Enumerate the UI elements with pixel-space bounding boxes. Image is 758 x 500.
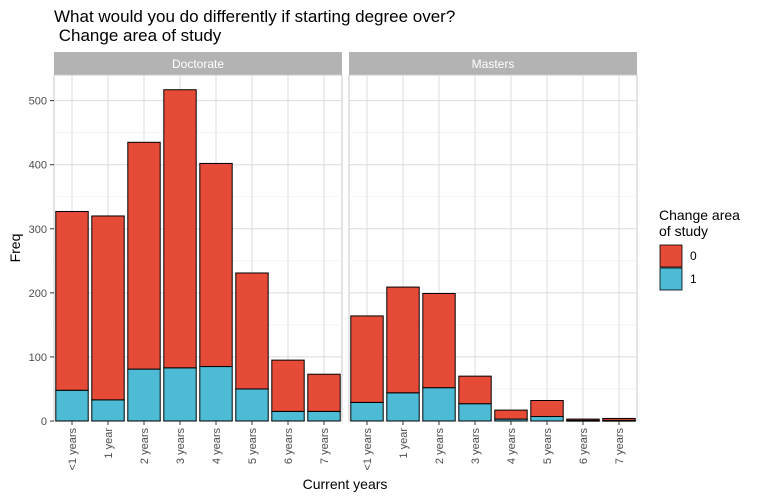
- bar-masters-1-series-1: [386, 392, 420, 422]
- legend-label-0: 0: [690, 249, 697, 263]
- x-tick-label: 1 year: [103, 428, 115, 459]
- bar-doctorate-0-series-1: [55, 389, 89, 422]
- y-tick-label: 400: [29, 160, 47, 172]
- x-tick-label: <1 years: [67, 428, 79, 471]
- bar-masters-7-series-0: [602, 417, 636, 421]
- legend-key-0: [659, 244, 683, 268]
- legend-key-1: [659, 267, 683, 291]
- x-tick-label: 4 years: [211, 428, 223, 465]
- x-ticks-masters: <1 years 1 year 2 years 3 years 4 years 5 yea…: [362, 421, 626, 471]
- x-tick-label: 4 years: [506, 428, 518, 465]
- bar-masters-3-series-0: [458, 375, 492, 405]
- bar-doctorate-7-series-1: [307, 410, 341, 422]
- bar-masters-4-series-0: [494, 409, 528, 420]
- x-tick-label: 7 years: [614, 428, 626, 465]
- y-tick-label: 300: [29, 224, 47, 236]
- y-tick-label: 200: [29, 288, 47, 300]
- bar-doctorate-4-series-0: [199, 162, 233, 368]
- bar-doctorate-5-series-1: [235, 388, 269, 422]
- x-tick-label: 1 year: [398, 428, 410, 459]
- legend-title-line1: Change area: [659, 207, 740, 223]
- bar-doctorate-5-series-0: [235, 272, 269, 390]
- bar-masters-6-series-0: [566, 418, 600, 421]
- x-tick-label: 2 years: [139, 428, 151, 465]
- x-axis-title: Current years: [303, 476, 388, 492]
- bar-doctorate-6-series-1: [271, 410, 305, 422]
- chart-title-line2: Change area of study: [54, 26, 222, 45]
- legend: Change area of study 0 1: [659, 207, 740, 291]
- strip-masters: [349, 52, 637, 75]
- x-tick-label: 6 years: [578, 428, 590, 465]
- x-tick-label: 2 years: [434, 428, 446, 465]
- strip-label-masters: Masters: [472, 57, 515, 71]
- bar-doctorate-2-series-1: [127, 368, 161, 422]
- x-tick-label: 6 years: [283, 428, 295, 465]
- bar-masters-1-series-0: [386, 286, 420, 394]
- legend-title-line2: of study: [659, 223, 708, 239]
- bar-doctorate-6-series-0: [271, 359, 305, 412]
- strip-doctorate: [54, 52, 342, 75]
- x-tick-label: 5 years: [542, 428, 554, 465]
- bars-doctorate: [55, 89, 341, 422]
- bar-doctorate-1-series-1: [91, 399, 125, 422]
- y-tick-label: 500: [29, 96, 47, 108]
- bar-masters-3-series-1: [458, 403, 492, 422]
- bar-masters-2-series-0: [422, 292, 456, 389]
- y-tick-label: 100: [29, 352, 47, 364]
- bar-doctorate-2-series-0: [127, 141, 161, 370]
- chart-title-line1: What would you do differently if startin…: [54, 7, 455, 26]
- panel-masters: Masters <1 years 1 year 2 years 3 years 4 ye…: [348, 52, 638, 471]
- bar-masters-5-series-1: [530, 416, 564, 422]
- panel-doctorate: Doctorate <1 years 1 year 2 years 3 years 4 …: [53, 52, 343, 471]
- x-ticks-doctorate: <1 years 1 year 2 years 3 years 4 years 5 yea…: [67, 421, 331, 471]
- bar-masters-0-series-1: [350, 401, 384, 422]
- y-ticks: 0 100 200 300 400 500: [29, 96, 54, 428]
- bar-masters-2-series-1: [422, 387, 456, 422]
- x-tick-label: 7 years: [319, 428, 331, 465]
- legend-label-1: 1: [690, 272, 697, 286]
- bar-doctorate-4-series-1: [199, 366, 233, 422]
- bar-doctorate-0-series-0: [55, 210, 89, 391]
- strip-label-doctorate: Doctorate: [172, 57, 224, 71]
- bar-masters-0-series-0: [350, 315, 384, 403]
- x-tick-label: 5 years: [247, 428, 259, 465]
- bar-masters-5-series-0: [530, 399, 564, 418]
- x-tick-label: <1 years: [362, 428, 374, 471]
- bar-doctorate-3-series-0: [163, 89, 197, 369]
- x-tick-label: 3 years: [175, 428, 187, 465]
- bar-doctorate-1-series-0: [91, 215, 125, 401]
- bar-doctorate-3-series-1: [163, 367, 197, 422]
- bar-doctorate-7-series-0: [307, 373, 341, 412]
- y-tick-label: 0: [41, 416, 47, 428]
- y-axis-title: Freq: [7, 234, 23, 263]
- x-tick-label: 3 years: [470, 428, 482, 465]
